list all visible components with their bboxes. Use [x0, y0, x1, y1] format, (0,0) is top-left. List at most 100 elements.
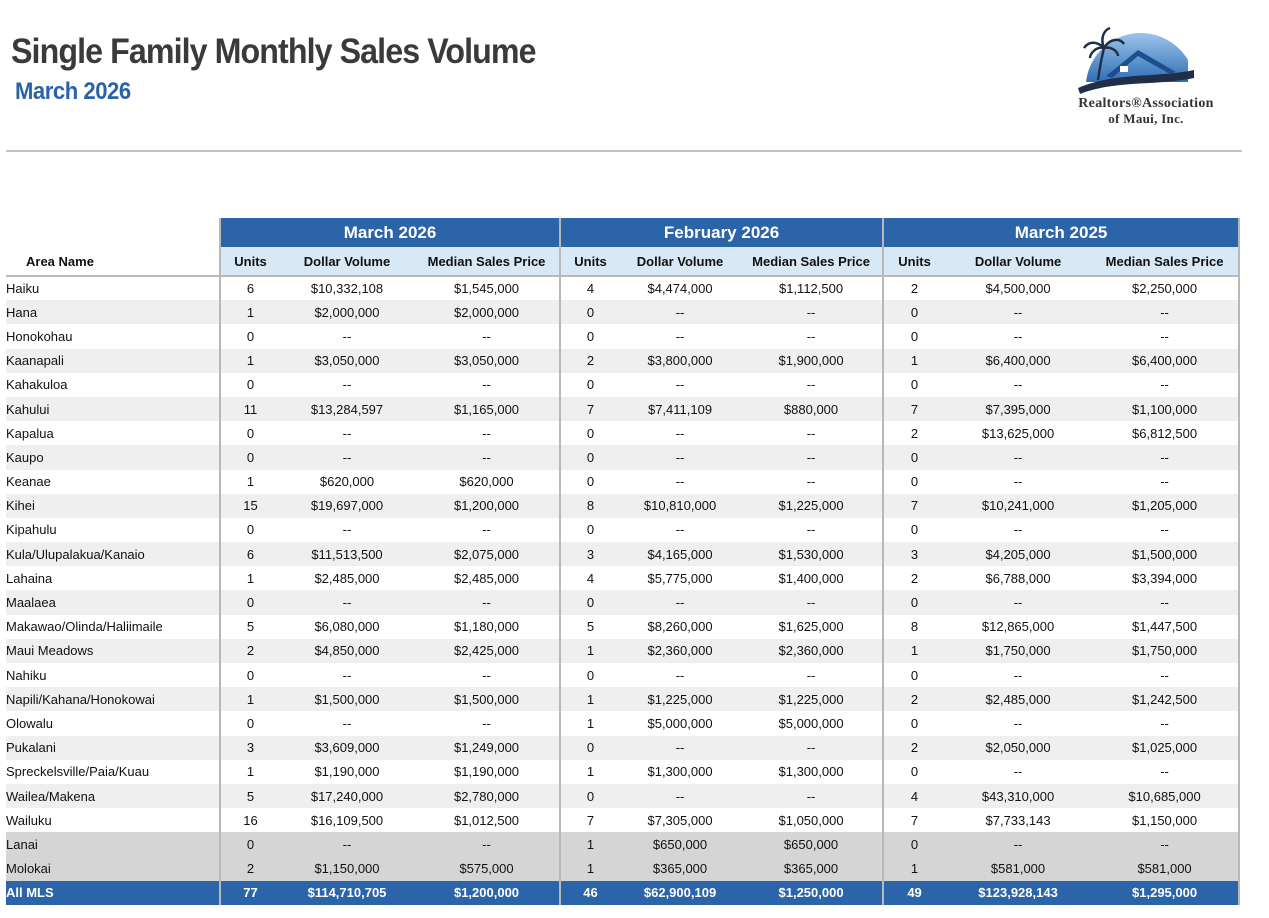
- area-name-cell: Spreckelsville/Paia/Kuau: [6, 759, 220, 784]
- median-price-cell: $2,250,000: [1091, 276, 1241, 301]
- table-row: Napili/Kahana/Honokowai 1 $1,500,000 $1,500…: [6, 687, 1241, 712]
- dollar-volume-cell: $2,485,000: [280, 566, 414, 591]
- units-cell: 0: [882, 832, 946, 857]
- column-header: Median Sales Price: [414, 247, 561, 277]
- dollar-volume-cell: $3,800,000: [620, 348, 741, 373]
- table-row: Kaupo 0 -- -- 0 -- -- 0 -- --: [6, 445, 1241, 470]
- logo-text-line1: Realtors®Association: [1078, 96, 1214, 111]
- units-cell: 4: [559, 276, 621, 301]
- median-price-cell: $1,225,000: [740, 687, 884, 712]
- median-price-cell: $1,530,000: [740, 542, 884, 567]
- column-header: Units: [219, 247, 280, 277]
- units-cell: 7: [559, 808, 621, 833]
- median-price-cell: $1,190,000: [414, 759, 561, 784]
- units-cell: 2: [559, 348, 621, 373]
- units-cell: 0: [559, 300, 621, 325]
- units-cell: 1: [219, 348, 280, 373]
- median-price-cell: $6,812,500: [1091, 421, 1241, 446]
- median-price-cell: --: [1091, 324, 1241, 349]
- median-price-cell: $1,400,000: [740, 566, 884, 591]
- median-price-cell: $6,400,000: [1091, 348, 1241, 373]
- median-price-cell: --: [740, 735, 884, 760]
- dollar-volume-cell: --: [280, 517, 414, 543]
- median-price-cell: --: [740, 663, 884, 688]
- units-cell: 0: [882, 300, 946, 325]
- area-name-header: Area Name: [6, 247, 220, 277]
- table-row: Nahiku 0 -- -- 0 -- -- 0 -- --: [6, 663, 1241, 688]
- median-price-cell: $1,025,000: [1091, 735, 1241, 760]
- units-cell: 11: [219, 396, 280, 422]
- dollar-volume-cell: --: [620, 372, 741, 397]
- median-price-cell: --: [414, 832, 561, 857]
- units-cell: 0: [219, 445, 280, 470]
- units-cell: 0: [559, 324, 621, 349]
- median-price-cell: $1,180,000: [414, 614, 561, 639]
- units-cell: 0: [882, 590, 946, 615]
- dollar-volume-cell: --: [945, 663, 1092, 688]
- dollar-volume-cell: $1,225,000: [620, 687, 741, 712]
- median-price-cell: --: [414, 590, 561, 615]
- median-price-cell: --: [1091, 832, 1241, 857]
- page-title: Single Family Monthly Sales Volume: [11, 32, 537, 71]
- median-price-cell: $2,780,000: [414, 783, 561, 809]
- units-cell: 0: [882, 517, 946, 543]
- column-header: Median Sales Price: [740, 247, 884, 277]
- dollar-volume-cell: $1,190,000: [280, 759, 414, 784]
- units-cell: 1: [882, 638, 946, 663]
- dollar-volume-cell: --: [620, 300, 741, 325]
- units-cell: 0: [559, 469, 621, 494]
- area-name-cell: Maalaea: [6, 590, 220, 615]
- dollar-volume-cell: --: [280, 590, 414, 615]
- units-cell: 0: [882, 663, 946, 688]
- dollar-volume-cell: $4,850,000: [280, 638, 414, 663]
- area-name-cell: Kahakuloa: [6, 372, 220, 397]
- median-price-cell: $2,360,000: [740, 638, 884, 663]
- table-row: Wailea/Makena 5 $17,240,000 $2,780,000 0 -- --…: [6, 783, 1241, 809]
- header-divider: [6, 150, 1242, 152]
- dollar-volume-cell: $2,000,000: [280, 300, 414, 325]
- area-name-cell: Kipahulu: [6, 517, 220, 543]
- dollar-volume-cell: --: [945, 372, 1092, 397]
- dollar-volume-cell: $6,788,000: [945, 566, 1092, 591]
- units-cell: 2: [219, 638, 280, 663]
- units-cell: 2: [219, 856, 280, 881]
- area-name-cell: All MLS: [6, 880, 220, 905]
- units-cell: 5: [219, 614, 280, 639]
- dollar-volume-cell: --: [945, 832, 1092, 857]
- dollar-volume-cell: --: [945, 759, 1092, 784]
- area-name-cell: Wailuku: [6, 808, 220, 833]
- table-row: Pukalani 3 $3,609,000 $1,249,000 0 -- -- 2 $2,05…: [6, 735, 1241, 760]
- dollar-volume-cell: $1,150,000: [280, 856, 414, 881]
- dollar-volume-cell: $620,000: [280, 469, 414, 494]
- table-row: Kipahulu 0 -- -- 0 -- -- 0 -- --: [6, 517, 1241, 543]
- dollar-volume-cell: $10,810,000: [620, 493, 741, 518]
- dollar-volume-cell: $2,360,000: [620, 638, 741, 663]
- median-price-cell: $5,000,000: [740, 711, 884, 736]
- units-cell: 0: [559, 445, 621, 470]
- median-price-cell: --: [740, 517, 884, 543]
- units-cell: 4: [882, 783, 946, 809]
- area-name-cell: Keanae: [6, 469, 220, 494]
- median-price-cell: $1,200,000: [414, 493, 561, 518]
- median-price-cell: --: [414, 445, 561, 470]
- dollar-volume-cell: $13,284,597: [280, 396, 414, 422]
- table-row: Kaanapali 1 $3,050,000 $3,050,000 2 $3,800,00…: [6, 348, 1241, 373]
- dollar-volume-cell: $2,050,000: [945, 735, 1092, 760]
- area-name-cell: Pukalani: [6, 735, 220, 760]
- dollar-volume-cell: --: [280, 832, 414, 857]
- dollar-volume-cell: $17,240,000: [280, 783, 414, 809]
- units-cell: 0: [219, 421, 280, 446]
- dollar-volume-cell: $4,474,000: [620, 276, 741, 301]
- median-price-cell: $1,750,000: [1091, 638, 1241, 663]
- logo-text-line2: of Maui, Inc.: [1108, 111, 1184, 126]
- column-header: Dollar Volume: [280, 247, 414, 277]
- units-cell: 8: [559, 493, 621, 518]
- units-cell: 0: [559, 421, 621, 446]
- dollar-volume-cell: $5,775,000: [620, 566, 741, 591]
- column-header: Dollar Volume: [620, 247, 741, 277]
- units-cell: 1: [882, 856, 946, 881]
- units-cell: 77: [219, 880, 280, 905]
- dollar-volume-cell: --: [620, 735, 741, 760]
- median-price-cell: --: [740, 590, 884, 615]
- units-cell: 16: [219, 808, 280, 833]
